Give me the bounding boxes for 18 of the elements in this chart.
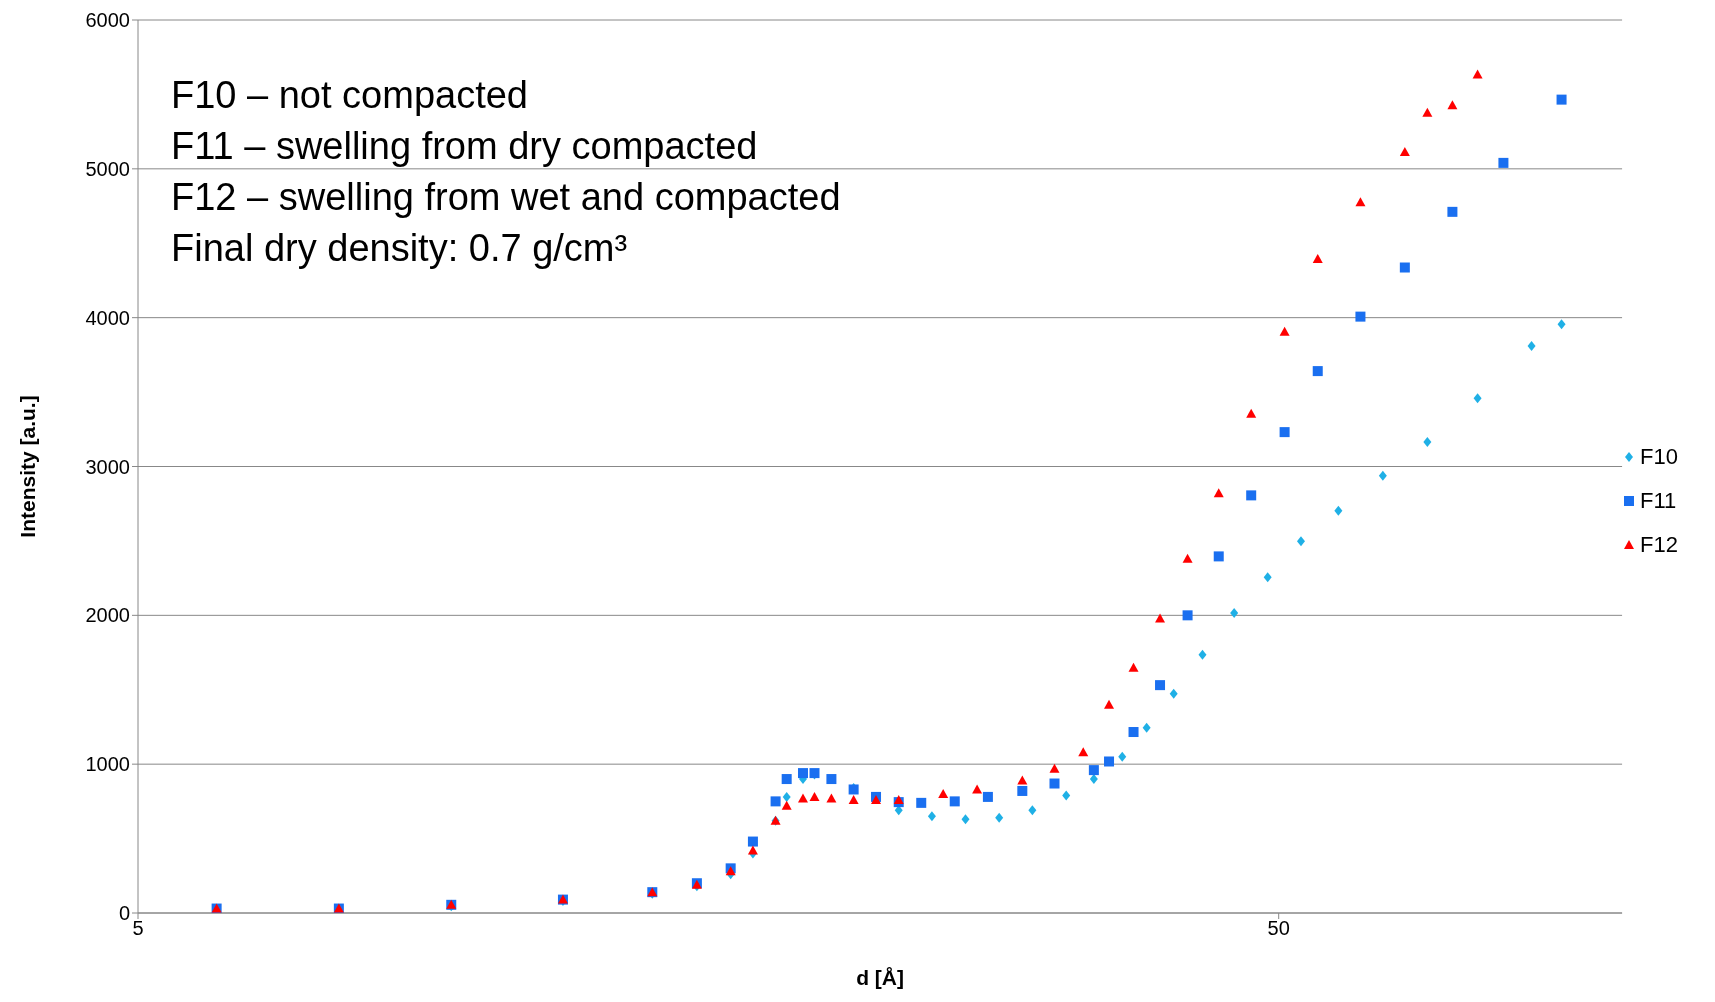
legend-label: F11 [1640,487,1677,514]
y-tick-label: 2000 [85,604,130,627]
x-tick-label: 5 [132,917,144,940]
y-tick-label: 3000 [85,455,130,478]
y-tick-label: 4000 [85,306,130,329]
x-tick-label: 50 [1267,917,1290,940]
y-tick-label: 1000 [85,753,130,776]
y-tick-label: 5000 [85,157,130,180]
x-axis-title: d [Å] [856,966,904,989]
y-axis-title: Intensity [a.u.] [16,395,40,538]
legend-label: F10 [1640,443,1678,470]
annotation: F12 – swelling from wet and compacted [171,175,841,220]
y-tick-label: 0 [118,902,130,925]
annotation: Final dry density: 0.7 g/cm³ [171,226,629,271]
annotation: F10 – not compacted [171,73,529,118]
y-tick-label: 6000 [85,9,130,32]
annotation: F11 – swelling from dry compacted [171,124,759,169]
legend-label: F12 [1640,531,1678,558]
